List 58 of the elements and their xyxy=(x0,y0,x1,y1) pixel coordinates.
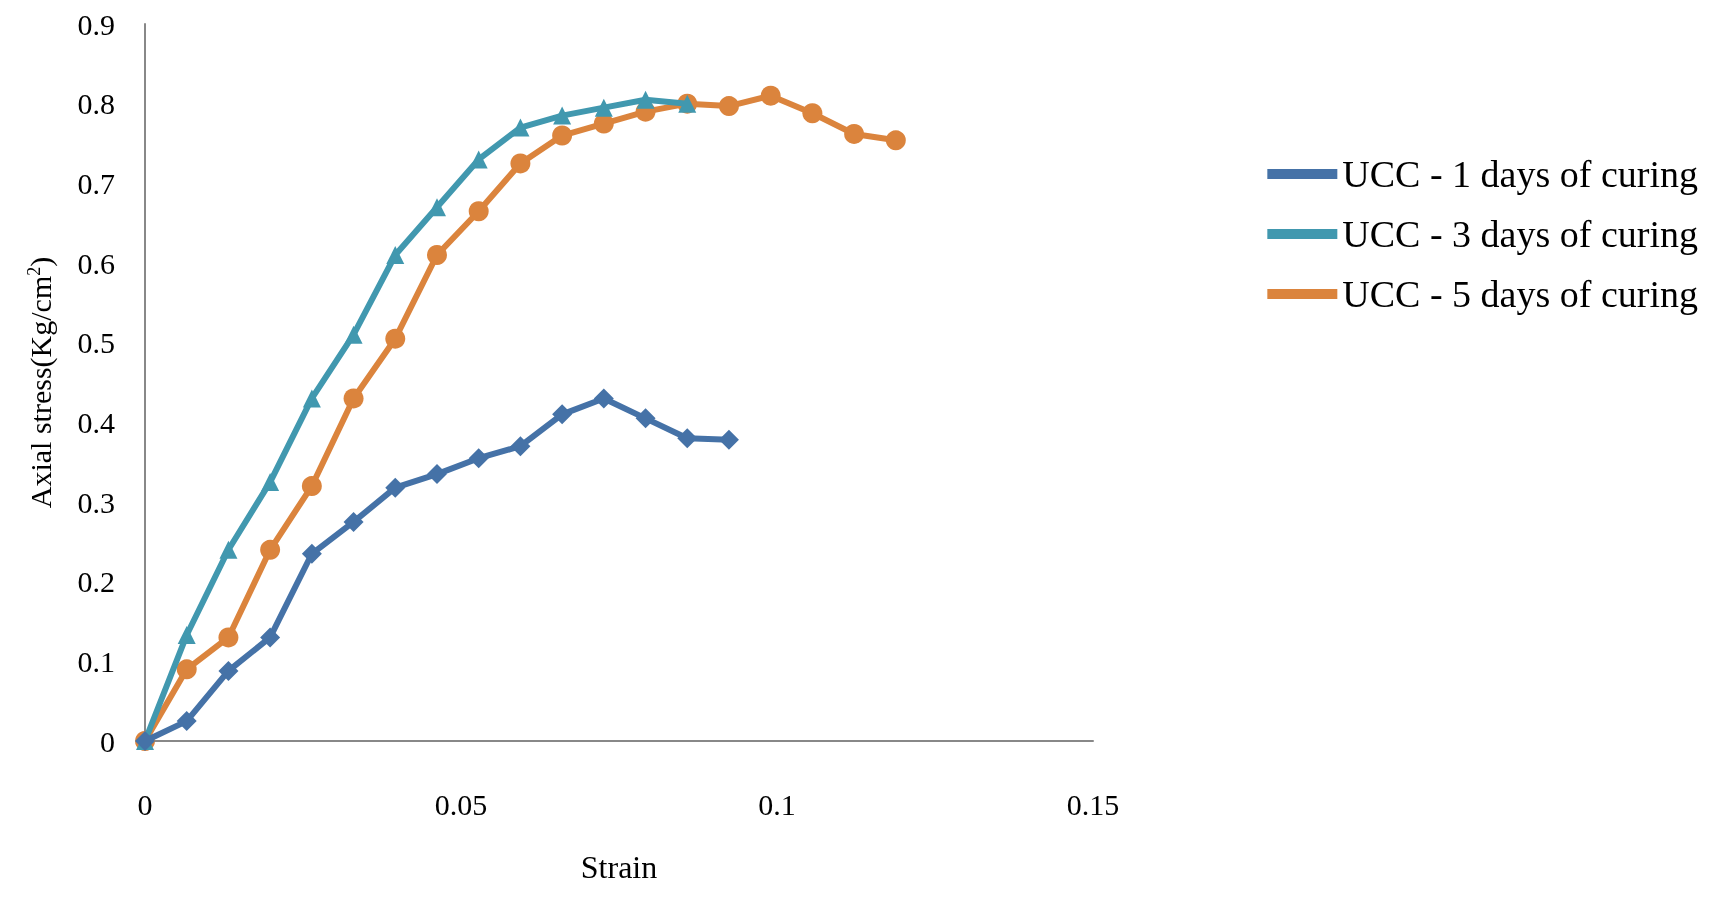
point xyxy=(302,389,321,408)
point xyxy=(344,325,363,344)
point xyxy=(177,626,196,645)
point xyxy=(219,540,238,559)
y-tick-label: 0.5 xyxy=(77,326,115,360)
y-tick-label: 0.4 xyxy=(77,405,115,439)
point xyxy=(594,98,613,117)
y-tick-label: 0.2 xyxy=(77,565,115,599)
point xyxy=(386,246,405,265)
point xyxy=(260,539,281,560)
legend-label: UCC - 5 days of curing xyxy=(1342,273,1699,315)
point xyxy=(552,404,573,425)
point xyxy=(301,543,322,564)
point xyxy=(385,328,406,349)
point xyxy=(468,448,489,469)
point xyxy=(218,660,239,681)
point xyxy=(301,476,322,497)
point xyxy=(176,711,197,732)
point xyxy=(260,627,281,648)
y-axis-title: Axial stress(Kg/cm2) xyxy=(23,256,58,509)
y-tick-label: 0.3 xyxy=(77,485,115,519)
point xyxy=(426,464,447,485)
x-axis-title: Strain xyxy=(580,849,658,885)
point xyxy=(636,90,655,109)
y-tick-label: 0.9 xyxy=(77,7,115,41)
legend-label: UCC - 3 days of curing xyxy=(1342,213,1699,255)
x-tick-label: 0.1 xyxy=(758,787,796,821)
point xyxy=(511,118,530,137)
y-tick-label: 0.8 xyxy=(77,87,115,121)
point xyxy=(718,96,739,117)
point xyxy=(510,436,531,457)
point xyxy=(553,106,572,125)
point xyxy=(510,153,531,174)
point xyxy=(552,125,573,146)
point xyxy=(218,627,239,648)
point xyxy=(885,130,906,151)
y-tick-label: 0 xyxy=(100,724,115,758)
point xyxy=(593,388,614,409)
point xyxy=(802,103,823,124)
point xyxy=(718,429,739,450)
point xyxy=(760,85,781,106)
y-tick-label: 0.7 xyxy=(77,166,115,200)
y-tick-label: 0.6 xyxy=(77,246,115,280)
point xyxy=(385,477,406,498)
point xyxy=(343,511,364,532)
x-tick-label: 0.15 xyxy=(1066,787,1120,821)
point xyxy=(635,408,656,429)
point xyxy=(176,659,197,680)
point xyxy=(343,388,364,409)
x-tick-label: 0 xyxy=(137,787,153,821)
point xyxy=(261,473,280,492)
point xyxy=(677,428,698,449)
point xyxy=(427,245,447,266)
point xyxy=(468,201,489,222)
y-tick-label: 0.1 xyxy=(77,644,115,678)
legend-label: UCC - 1 days of curing xyxy=(1342,153,1699,195)
x-tick-label: 0.05 xyxy=(434,787,488,821)
point xyxy=(844,123,865,144)
